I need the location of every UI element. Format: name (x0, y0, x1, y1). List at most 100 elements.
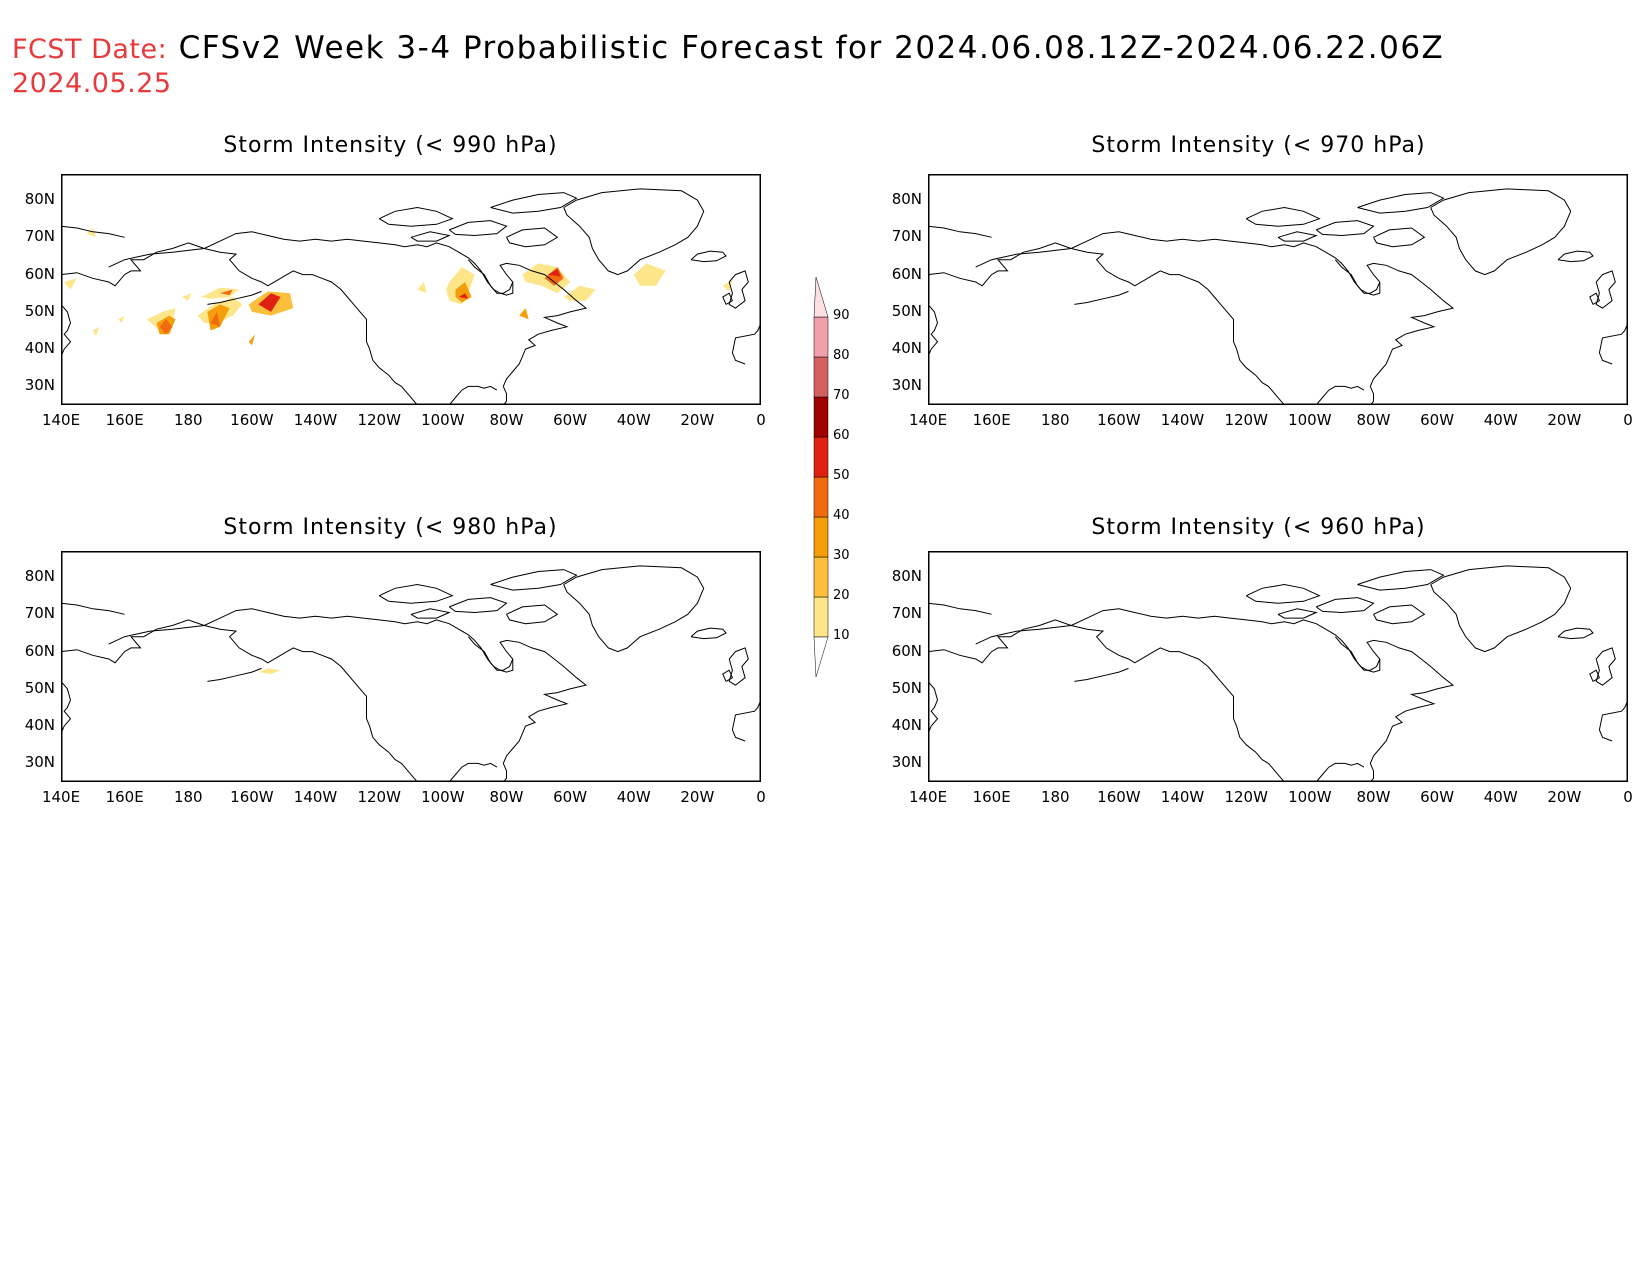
coastline (731, 322, 761, 365)
lon-tick-label: 40W (1483, 788, 1518, 806)
lat-tick-label: 40N (891, 716, 922, 735)
lat-tick-label: 50N (891, 301, 922, 320)
lon-tick-label: 100W (421, 788, 465, 806)
fcst-date: 2024.05.25 (12, 68, 172, 99)
colorbar-top-arrow (813, 276, 829, 318)
lat-tick-label: 60N (24, 641, 55, 660)
coastline (61, 602, 125, 615)
lon-tick-label: 140E (41, 411, 81, 429)
lon-tick-label: 160W (230, 788, 274, 806)
coastline (1245, 583, 1321, 604)
lon-tick-label: 20W (1547, 788, 1582, 806)
lat-tick-label: 50N (891, 678, 922, 697)
lon-tick-label: 160E (105, 411, 144, 429)
probability-area (258, 668, 281, 674)
coastline (61, 225, 125, 238)
lon-tick-label: 60W (553, 788, 588, 806)
lat-tick-label: 70N (891, 227, 922, 246)
coastline (410, 608, 451, 619)
lon-tick-label: 140W (293, 788, 338, 806)
coastline (61, 681, 72, 734)
probability-area (248, 334, 256, 346)
lon-tick-label: 140E (41, 788, 81, 806)
probability-area (92, 326, 100, 337)
coastline (467, 259, 514, 294)
lat-tick-label: 40N (891, 339, 922, 358)
header-line: FCST Date: CFSv2 Week 3-4 Probabilistic … (12, 30, 1444, 66)
probability-area (258, 293, 281, 312)
probability-area (181, 293, 192, 301)
probability-area (118, 315, 125, 323)
coastline (1373, 227, 1426, 248)
map-panel-970 (928, 174, 1628, 405)
colorbar-level-label: 20 (833, 588, 850, 603)
probability-area (544, 267, 564, 286)
lon-tick-label: 20W (680, 411, 715, 429)
probability-area (210, 311, 221, 327)
map-panel-960 (928, 551, 1628, 782)
probability-area (547, 269, 561, 277)
coastline (928, 602, 992, 615)
coastline (975, 608, 1455, 782)
colorbar (813, 276, 829, 678)
coastline (1373, 604, 1426, 625)
map-panel-980 (61, 551, 761, 782)
colorbar-segment (813, 556, 829, 598)
probability-area (159, 319, 173, 335)
coastline (975, 231, 1455, 405)
map-frame (928, 174, 1628, 405)
lon-tick-label: 140E (908, 788, 948, 806)
coastline (108, 231, 588, 405)
lon-tick-label: 160W (230, 411, 274, 429)
lon-tick-label: 180 (1040, 411, 1070, 429)
probability-area (220, 289, 233, 296)
lon-tick-label: 160E (105, 788, 144, 806)
coastline (490, 569, 578, 591)
probability-area (633, 263, 666, 286)
coastline (410, 231, 451, 242)
coastline (1277, 231, 1318, 242)
probability-area (417, 282, 427, 294)
lat-tick-label: 80N (24, 190, 55, 209)
lon-tick-label: 160E (972, 411, 1011, 429)
lon-tick-label: 140E (908, 411, 948, 429)
coastline (1074, 667, 1129, 682)
coastline (1315, 597, 1375, 614)
lon-tick-label: 120W (1224, 411, 1268, 429)
coastline (108, 608, 588, 782)
coastline (1277, 608, 1318, 619)
colorbar-segment (813, 596, 829, 638)
coastline (490, 192, 578, 214)
lon-tick-label: 180 (173, 411, 203, 429)
lon-tick-label: 80W (489, 788, 524, 806)
coastline (563, 188, 705, 276)
colorbar-level-label: 50 (833, 468, 850, 483)
coastline (563, 565, 705, 653)
colorbar-level-label: 60 (833, 428, 850, 443)
coastline (690, 627, 727, 640)
coastline (1357, 569, 1445, 591)
lon-tick-label: 0 (756, 411, 766, 429)
map-panel-990 (61, 174, 761, 405)
coastline (1315, 762, 1365, 782)
lon-tick-label: 120W (357, 411, 401, 429)
colorbar-level-label: 80 (833, 348, 850, 363)
header: FCST Date: CFSv2 Week 3-4 Probabilistic … (12, 30, 1444, 66)
lat-tick-label: 80N (24, 567, 55, 586)
coastline (1595, 270, 1616, 309)
lon-tick-label: 160W (1097, 788, 1141, 806)
coastline (61, 304, 72, 357)
lon-tick-label: 160E (972, 788, 1011, 806)
map-frame (61, 174, 761, 405)
coastline (928, 681, 939, 734)
colorbar-segment (813, 396, 829, 438)
probability-area (64, 278, 77, 290)
coastline (1357, 192, 1445, 214)
coastline (378, 206, 454, 227)
lon-tick-label: 100W (1288, 788, 1332, 806)
lon-tick-label: 60W (553, 411, 588, 429)
colorbar-segment (813, 516, 829, 558)
lat-tick-label: 50N (24, 678, 55, 697)
coastline (378, 583, 454, 604)
lat-tick-label: 30N (891, 753, 922, 772)
